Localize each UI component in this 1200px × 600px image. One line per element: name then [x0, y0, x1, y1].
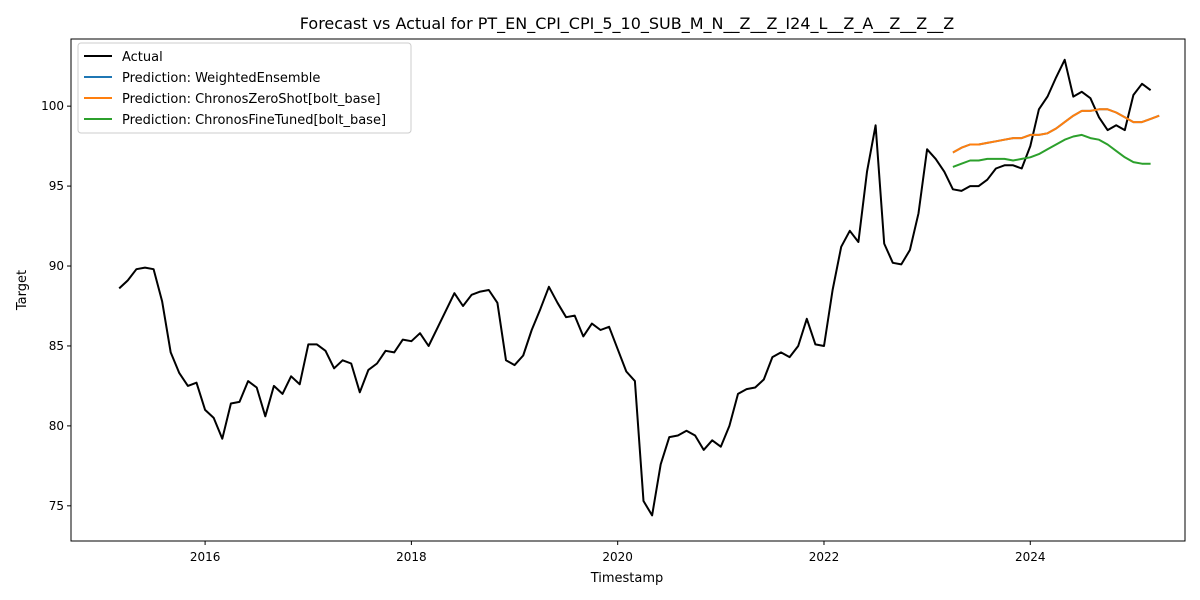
- y-tick-label: 95: [49, 179, 64, 193]
- x-tick-label: 2018: [396, 550, 427, 564]
- plot-area: [118, 58, 1160, 517]
- series-line-2: [952, 108, 1160, 154]
- legend-label: Prediction: ChronosZeroShot[bolt_base]: [122, 92, 380, 107]
- y-tick-label: 100: [41, 99, 64, 113]
- legend-label: Actual: [122, 50, 163, 65]
- x-tick-label: 2020: [602, 550, 633, 564]
- series-line-3: [952, 133, 1151, 168]
- chart-title: Forecast vs Actual for PT_EN_CPI_CPI_5_1…: [300, 14, 954, 34]
- x-axis: 2016 2018 2020 2022 2024: [190, 541, 1046, 564]
- series-line-0: [118, 58, 1152, 517]
- y-tick-label: 75: [49, 499, 64, 513]
- y-tick-label: 90: [49, 259, 64, 273]
- plot-frame: [70, 38, 1186, 542]
- legend: Actual Prediction: WeightedEnsemble Predic…: [77, 42, 412, 134]
- x-tick-label: 2022: [809, 550, 840, 564]
- y-axis-title: Target: [15, 270, 30, 311]
- x-tick-label: 2016: [190, 550, 221, 564]
- x-axis-title: Timestamp: [590, 571, 664, 586]
- legend-label: Prediction: ChronosFineTuned[bolt_base]: [122, 113, 386, 128]
- x-tick-label: 2024: [1015, 550, 1046, 564]
- legend-box: [77, 42, 412, 134]
- y-tick-label: 85: [49, 339, 64, 353]
- legend-label: Prediction: WeightedEnsemble: [122, 71, 320, 86]
- y-axis: 75 80 85 90 95 100: [41, 99, 71, 513]
- y-tick-label: 80: [49, 419, 64, 433]
